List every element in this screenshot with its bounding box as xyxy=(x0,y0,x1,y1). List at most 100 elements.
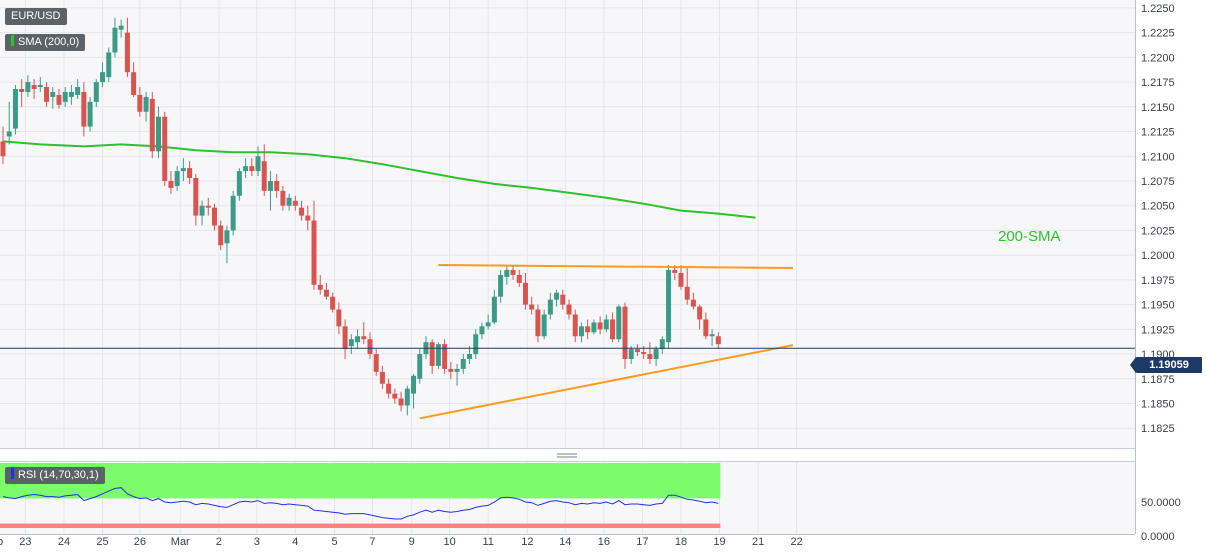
candle-body xyxy=(100,72,106,83)
sma-line xyxy=(2,140,756,219)
candle-body xyxy=(62,91,68,102)
candle-body xyxy=(498,274,504,297)
candle-body xyxy=(218,225,224,246)
candle-body xyxy=(460,358,466,369)
sma-layer xyxy=(2,140,756,219)
candle-body xyxy=(591,322,597,333)
candle-body xyxy=(572,314,578,337)
candle-body xyxy=(641,352,647,355)
rsi-indicator-tag[interactable]: RSI (14,70,30,1) xyxy=(5,467,105,484)
candle xyxy=(703,312,709,340)
last-price-value: 1.19059 xyxy=(1149,359,1189,371)
candle xyxy=(404,385,410,416)
candle xyxy=(286,193,292,211)
candle-body xyxy=(392,393,398,399)
candle-body xyxy=(442,344,448,369)
candle-body xyxy=(467,354,472,359)
candle-body xyxy=(205,205,211,208)
sma-callout-label: 200-SMA xyxy=(998,228,1061,245)
candle xyxy=(448,361,454,379)
symbol-label[interactable]: EUR/USD xyxy=(5,8,67,25)
candle-body xyxy=(342,326,348,350)
candle-body xyxy=(6,131,12,137)
candle-body xyxy=(168,180,174,188)
rsi-overbought-zone xyxy=(0,463,721,499)
candle xyxy=(697,304,703,330)
candle xyxy=(305,205,311,231)
candle xyxy=(622,302,628,369)
candle xyxy=(435,342,441,369)
candle xyxy=(292,195,298,211)
last-price-tag: 1.19059 xyxy=(1130,357,1202,373)
candle xyxy=(149,91,155,159)
pane-resize-handle[interactable] xyxy=(557,453,577,458)
candle xyxy=(156,106,161,159)
candle xyxy=(75,79,81,99)
candle xyxy=(100,62,106,88)
candle xyxy=(560,289,566,310)
candle-body xyxy=(211,207,217,226)
y-tick-label: 1.1875 xyxy=(1141,374,1175,386)
candle xyxy=(666,265,672,350)
candle xyxy=(361,322,367,345)
candle xyxy=(610,312,616,343)
candle xyxy=(541,309,547,340)
candle-body xyxy=(541,314,547,337)
candle xyxy=(44,82,50,107)
candle-body xyxy=(261,161,267,191)
candle xyxy=(31,79,37,99)
candle xyxy=(417,349,423,384)
candle xyxy=(603,314,609,333)
candle-body xyxy=(448,368,454,372)
rsi-tick-label: 50.0000 xyxy=(1141,497,1181,509)
candle xyxy=(678,265,684,290)
candle-body xyxy=(485,322,491,327)
candle-body xyxy=(243,166,249,172)
candle xyxy=(224,225,230,264)
candle-body xyxy=(162,116,168,181)
candle xyxy=(106,47,112,83)
candle-body xyxy=(560,294,566,305)
candle xyxy=(25,75,31,97)
candle-body xyxy=(504,269,510,277)
candle xyxy=(628,346,634,364)
candle-body xyxy=(491,296,497,323)
rsi-tick-label: 0.0000 xyxy=(1141,531,1175,543)
sma-indicator-tag[interactable]: SMA (200,0) xyxy=(5,34,86,51)
candles xyxy=(0,17,721,416)
candle xyxy=(174,166,180,191)
rsi-swatch xyxy=(11,468,14,479)
candle xyxy=(367,332,373,359)
candle xyxy=(578,322,584,343)
candle-body xyxy=(274,180,280,191)
candle xyxy=(398,391,404,412)
candle-body xyxy=(634,349,640,353)
candle xyxy=(715,332,721,350)
rsi-layer xyxy=(0,463,721,528)
candle xyxy=(348,334,354,355)
candle-body xyxy=(131,72,137,95)
candle xyxy=(355,329,361,350)
candle-body xyxy=(249,166,255,172)
y-tick-label: 1.1825 xyxy=(1141,423,1175,435)
candle-body xyxy=(156,116,161,152)
candle-body xyxy=(647,354,653,359)
candle-body xyxy=(118,25,124,30)
trendline xyxy=(438,264,793,270)
candle-body xyxy=(174,171,180,186)
candle xyxy=(616,304,622,343)
candle xyxy=(330,292,336,313)
candle xyxy=(373,349,379,376)
y-tick-label: 1.1950 xyxy=(1141,300,1175,312)
candle xyxy=(411,373,417,409)
candle xyxy=(479,322,485,340)
candle-body xyxy=(25,82,31,92)
x-tick-label: 3 xyxy=(254,536,260,548)
candle xyxy=(12,85,18,135)
candle-body xyxy=(566,304,572,315)
candle xyxy=(19,79,25,107)
candle-body xyxy=(659,339,665,350)
candle-body xyxy=(193,178,199,216)
sma-swatch xyxy=(11,35,14,46)
trendline-layer xyxy=(0,264,1135,420)
